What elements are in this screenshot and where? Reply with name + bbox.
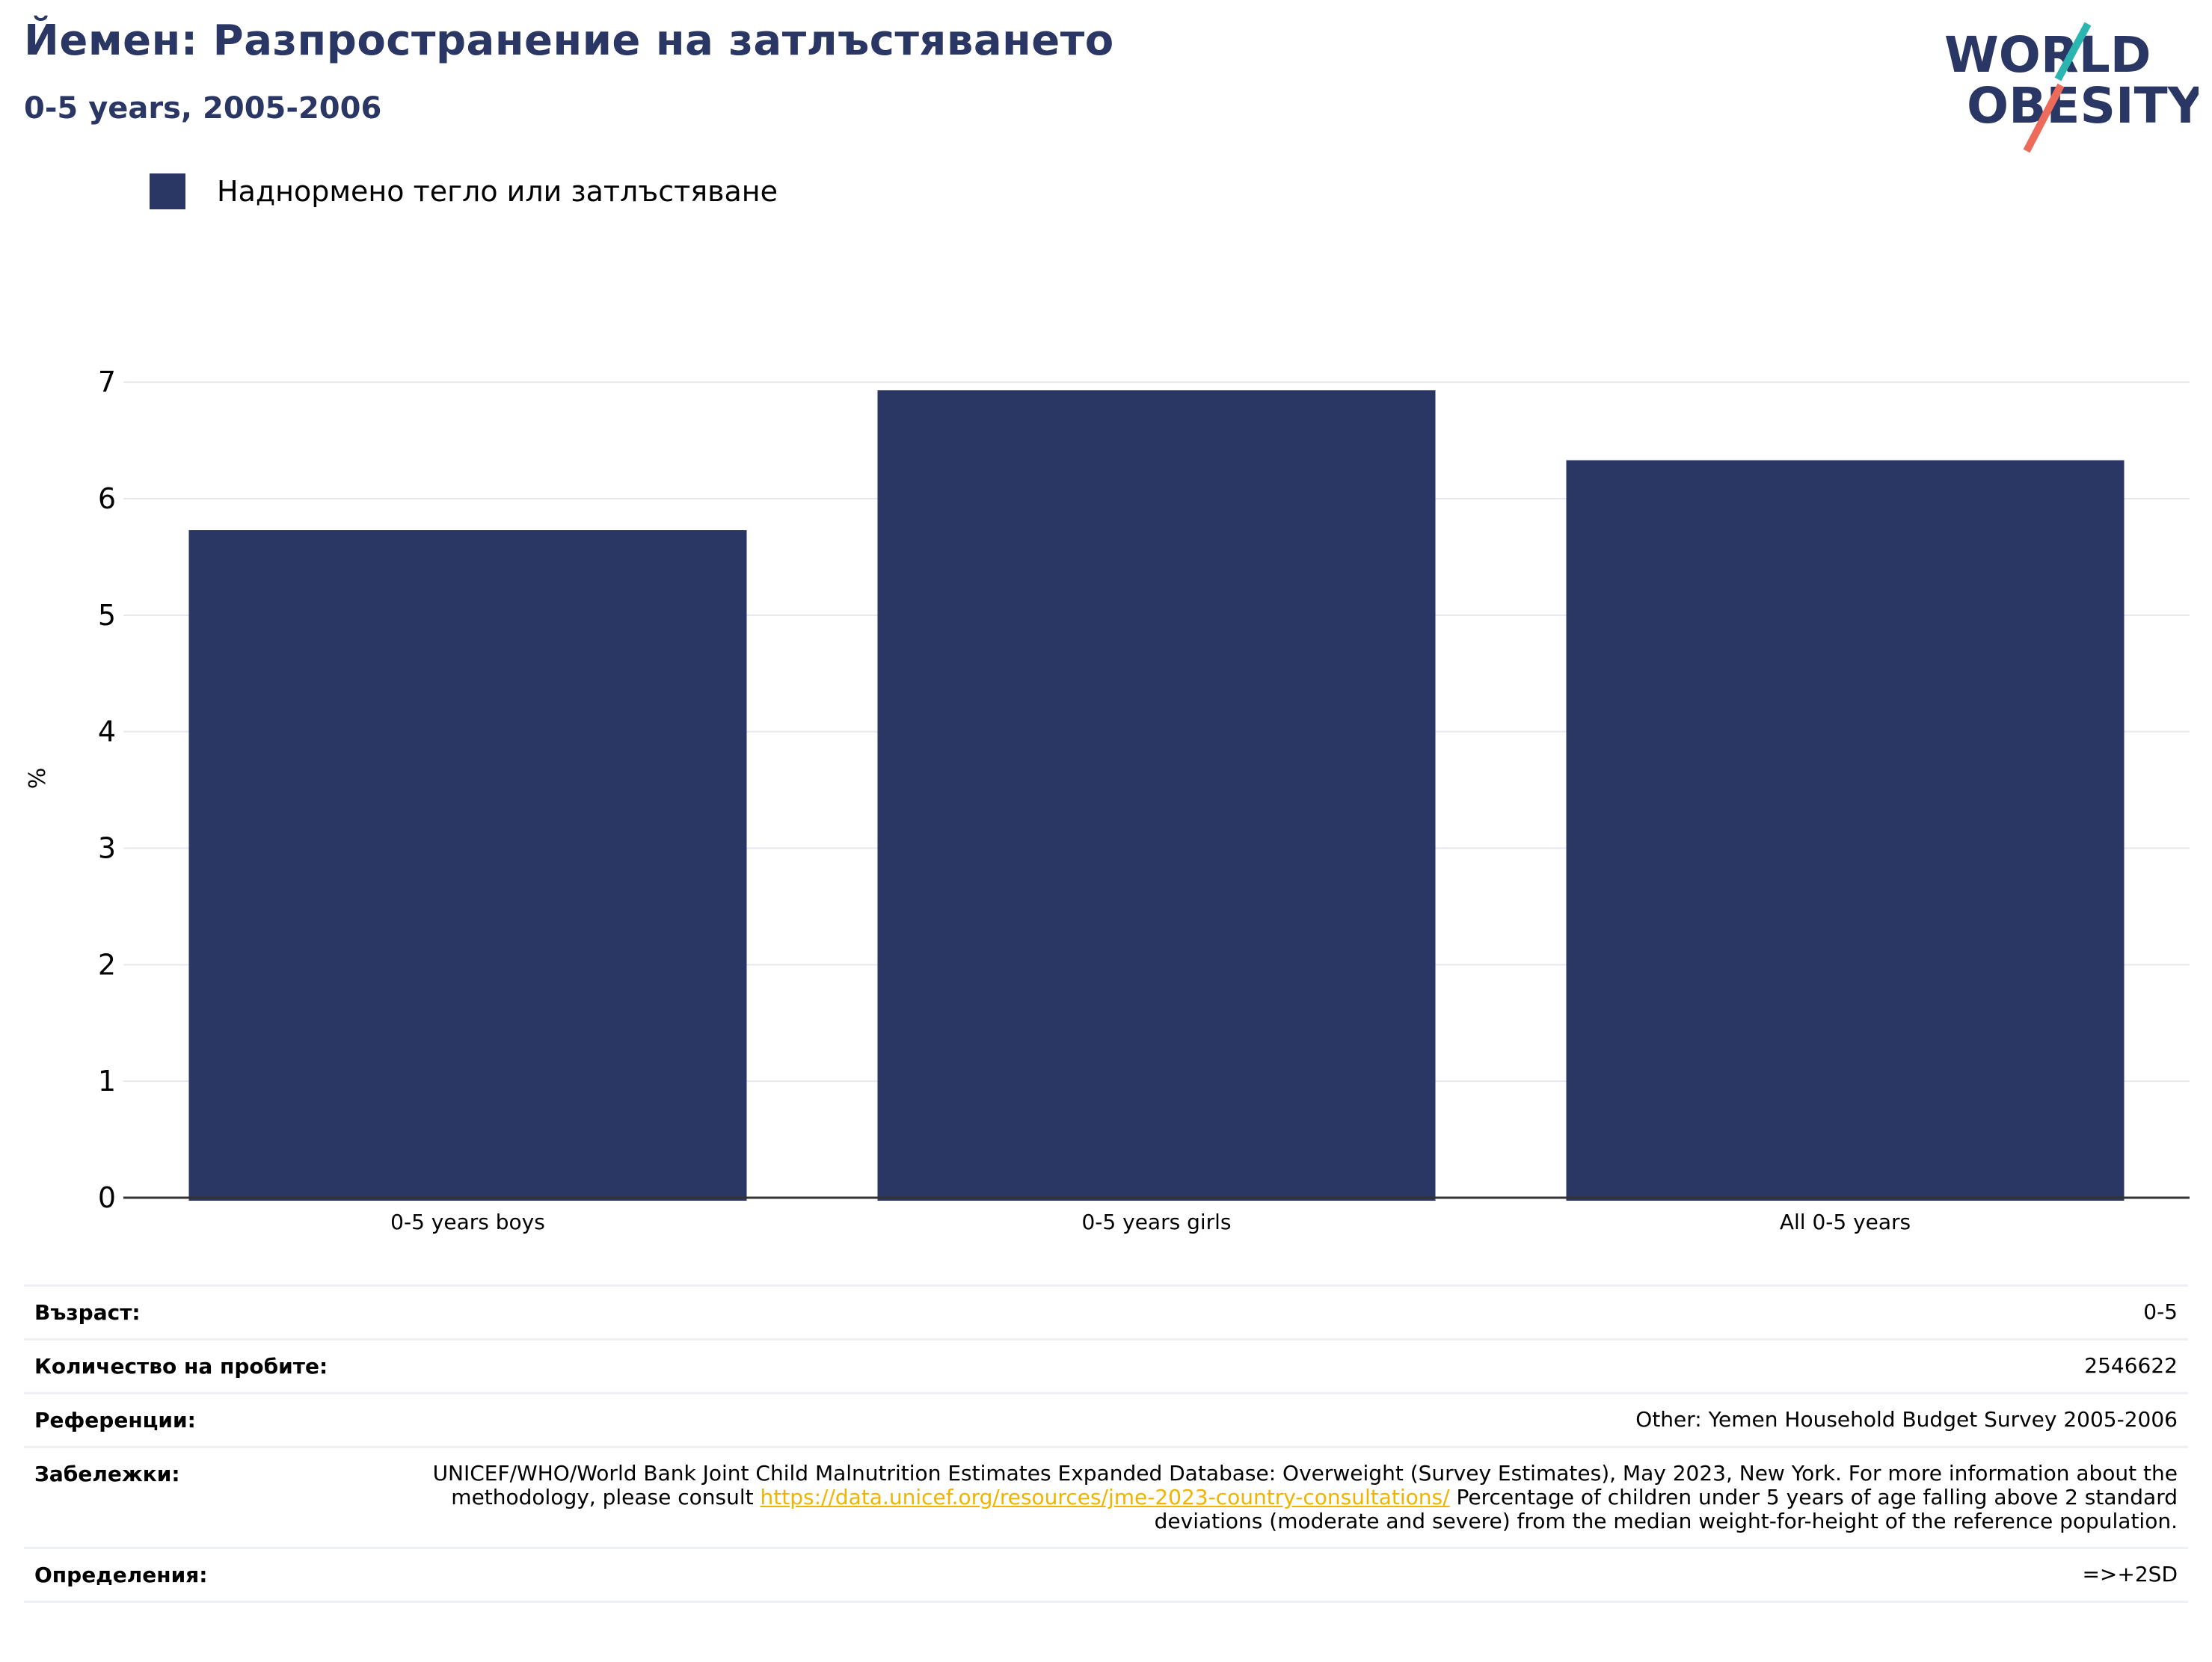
y-tick-label-5: 5: [98, 599, 116, 632]
notes-text-after: Percentage of children under 5 years of …: [1154, 1485, 2178, 1533]
legend-swatch: [150, 173, 185, 209]
chart-subtitle: 0-5 years, 2005-2006: [24, 91, 382, 126]
info-row-definitions: Определения: =>+2SD: [24, 1548, 2188, 1602]
sample-size-value: 2546622: [2084, 1353, 2178, 1378]
y-tick-label-4: 4: [98, 715, 116, 748]
references-label: Референции:: [34, 1408, 196, 1432]
info-row-references: Референции: Other: Yemen Household Budge…: [24, 1393, 2188, 1447]
x-tick-label-1: 0-5 years girls: [1081, 1210, 1231, 1234]
y-tick-label-6: 6: [98, 482, 116, 515]
legend-label: Наднормено тегло или затлъстяване: [217, 175, 778, 208]
bar-2: [1566, 460, 2125, 1201]
info-table: Възраст: 0-5 Количество на пробите: 2546…: [24, 1284, 2188, 1603]
x-axis-labels: 0-5 years boys 0-5 years girls All 0-5 yea…: [390, 1210, 1911, 1234]
notes-label: Забележки:: [34, 1462, 180, 1486]
references-value: Other: Yemen Household Budget Survey 200…: [1635, 1407, 2178, 1432]
info-row-sample-size: Количество на пробите: 2546622: [24, 1339, 2188, 1394]
y-tick-label-2: 2: [98, 948, 116, 981]
age-value: 0-5: [2143, 1299, 2178, 1324]
info-row-notes: Забележки: UNICEF/WHO/World Bank Joint C…: [24, 1447, 2188, 1548]
x-tick-label-0: 0-5 years boys: [390, 1210, 545, 1234]
logo-text-line1: WORLD: [1944, 26, 2151, 84]
legend: Наднормено тегло или затлъстяване: [150, 173, 778, 209]
y-tick-label-1: 1: [98, 1065, 116, 1098]
notes-link[interactable]: https://data.unicef.org/resources/jme-20…: [760, 1485, 1450, 1509]
y-axis-ticks: 0 1 2 3 4 5 6 7: [98, 366, 116, 1214]
notes-value: UNICEF/WHO/World Bank Joint Child Malnut…: [338, 1447, 2188, 1548]
bar-chart: 0 1 2 3 4 5 6 7 0-5 years boys 0-5 years girls Al…: [25, 366, 2190, 1234]
y-tick-label-3: 3: [98, 832, 116, 865]
logo-slash-coral: [2023, 83, 2065, 153]
chart-title: Йемен: Разпространение на затлъстяването: [24, 16, 1114, 65]
info-row-age: Възраст: 0-5: [24, 1285, 2188, 1340]
sample-size-label: Количество на пробите:: [34, 1354, 328, 1379]
definitions-label: Определения:: [34, 1563, 208, 1587]
bars: [188, 390, 2125, 1201]
definitions-value: =>+2SD: [2082, 1562, 2178, 1586]
notes-text-before: UNICEF/WHO/World Bank Joint Child Malnut…: [432, 1461, 2178, 1509]
bar-1: [877, 390, 1436, 1201]
bar-0: [188, 530, 747, 1201]
age-label: Възраст:: [34, 1300, 141, 1325]
y-tick-label-7: 7: [98, 366, 116, 398]
y-tick-label-0: 0: [98, 1181, 116, 1214]
x-tick-label-2: All 0-5 years: [1780, 1210, 1911, 1234]
logo-slash-teal: [2054, 22, 2092, 81]
logo-text-line2: OBESITY: [1967, 77, 2199, 135]
y-axis-label: %: [25, 768, 51, 790]
world-obesity-logo: WORLD OBESITY: [1944, 22, 2199, 153]
